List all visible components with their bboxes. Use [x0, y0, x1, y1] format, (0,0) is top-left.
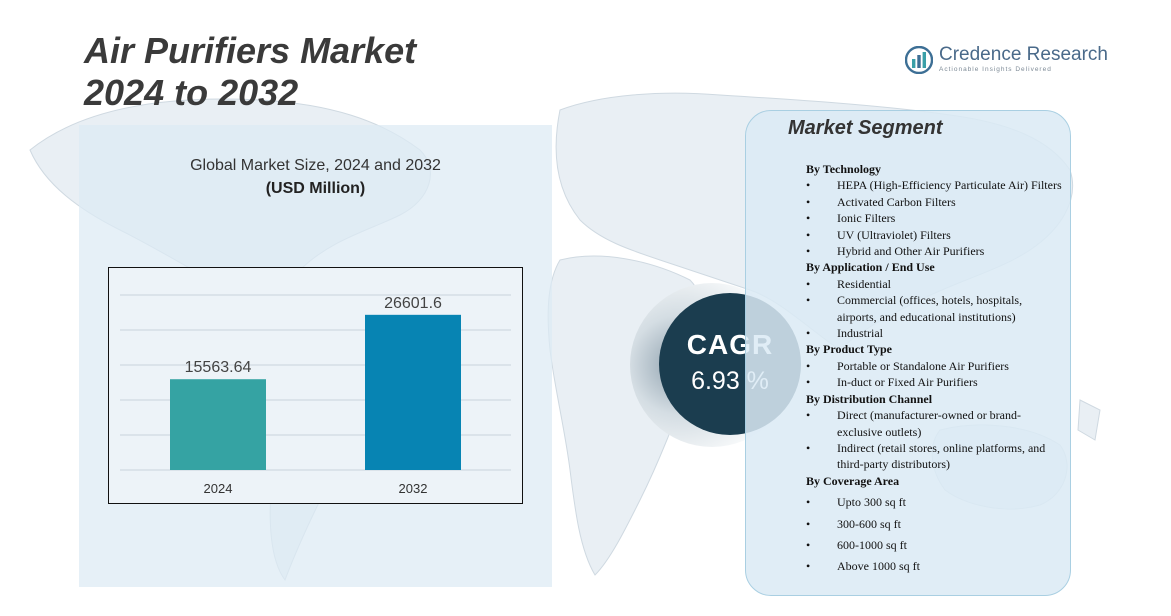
segment-item-text: Commercial (offices, hotels, hospitals, …: [837, 293, 1023, 324]
segment-item: • HEPA (High-Efficiency Particulate Air) …: [806, 177, 1064, 193]
segment-heading: Market Segment: [788, 117, 943, 139]
value-label-2032: 26601.6: [384, 295, 442, 312]
bullet-icon: •: [806, 276, 811, 291]
segment-item: • UV (Ultraviolet) Filters: [806, 227, 1064, 243]
page-title: Air Purifiers Market 2024 to 2032: [84, 30, 416, 114]
bullet-icon: •: [806, 178, 811, 193]
segment-item: • Indirect (retail stores, online platfor…: [806, 440, 1064, 473]
segment-item-text: 600-1000 sq ft: [837, 537, 907, 552]
bullet-icon: •: [806, 211, 811, 226]
logo-name: Credence Research: [939, 44, 1108, 65]
segment-item-text: Indirect (retail stores, online platform…: [837, 440, 1046, 472]
bullet-icon: •: [806, 358, 811, 373]
segment-item: • Residential: [806, 276, 1064, 292]
segment-item-text: UV (Ultraviolet) Filters: [837, 227, 951, 242]
segment-item: • Direct (manufacturer-owned or brand-exc…: [806, 407, 1064, 440]
segment-item-text: Above 1000 sq ft: [837, 559, 920, 574]
segment-item: • In-duct or Fixed Air Purifiers: [806, 374, 1064, 390]
segment-item: • Ionic Filters: [806, 210, 1064, 226]
bullet-icon: •: [806, 440, 811, 455]
segment-item: • Hybrid and Other Air Purifiers: [806, 243, 1064, 259]
bullet-icon: •: [806, 559, 811, 574]
logo-icon: [905, 46, 933, 74]
segment-item: • Industrial: [806, 325, 1064, 341]
segment-item-text: Ionic Filters: [837, 211, 896, 226]
bullet-icon: •: [806, 293, 811, 308]
segment-item: • Commercial (offices, hotels, hospitals,…: [806, 292, 1064, 325]
segment-category: By Coverage Area: [806, 473, 900, 488]
segment-item-text: 300-600 sq ft: [837, 516, 901, 531]
segment-item-text: In-duct or Fixed Air Purifiers: [837, 375, 978, 390]
segment-item-text: Hybrid and Other Air Purifiers: [837, 244, 985, 259]
segment-list: By Technology • HEPA (High-Efficiency Part…: [806, 161, 1064, 575]
chart-title: Global Market Size, 2024 and 2032: [190, 157, 441, 174]
bullet-icon: •: [806, 537, 811, 552]
segment-item-text: HEPA (High-Efficiency Particulate Air) F…: [837, 178, 1062, 193]
segment-item-text: Direct (manufacturer-owned or brand-excl…: [837, 408, 1022, 439]
segment-item: • Activated Carbon Filters: [806, 194, 1064, 210]
segment-category: By Application / End Use: [806, 260, 935, 275]
bar-chart: 15563.64 2024 26601.6 2032: [108, 267, 523, 504]
category-label-2032: 2032: [399, 481, 428, 496]
segment-item-text: Industrial: [837, 326, 883, 341]
bullet-icon: •: [806, 194, 811, 209]
bar-2032: [365, 314, 461, 470]
segment-item-text: Portable or Standalone Air Purifiers: [837, 358, 1009, 373]
bullet-icon: •: [806, 408, 811, 423]
segment-category: By Distribution Channel: [806, 391, 933, 406]
bullet-icon: •: [806, 375, 811, 390]
value-label-2024: 15563.64: [185, 359, 252, 376]
logo-tagline: Actionable Insights Delivered: [939, 66, 1052, 73]
segment-item: • 300-600 sq ft: [806, 516, 1064, 532]
segment-item: • Upto 300 sq ft: [806, 494, 1064, 510]
title-line-2: 2024 to 2032: [84, 72, 299, 113]
segment-item-text: Activated Carbon Filters: [837, 194, 956, 209]
segment-item: • Above 1000 sq ft: [806, 558, 1064, 574]
segment-item: • Portable or Standalone Air Purifiers: [806, 358, 1064, 374]
credence-research-logo: Credence Research Actionable Insights De…: [905, 44, 1108, 78]
bullet-icon: •: [806, 495, 811, 510]
bars: 15563.64 2024 26601.6 2032: [170, 295, 461, 496]
bullet-icon: •: [806, 227, 811, 242]
bar-2024: [170, 379, 266, 470]
segment-category: By Technology: [806, 162, 882, 176]
category-label-2024: 2024: [204, 481, 233, 496]
bullet-icon: •: [806, 326, 811, 341]
bullet-icon: •: [806, 244, 811, 259]
segment-item-text: Residential: [837, 276, 891, 291]
segment-category: By Product Type: [806, 342, 893, 357]
bullet-icon: •: [806, 516, 811, 531]
chart-unit: (USD Million): [265, 180, 366, 197]
segment-item: • 600-1000 sq ft: [806, 537, 1064, 553]
segment-item-text: Upto 300 sq ft: [837, 495, 906, 510]
market-segment-panel: Market Segment By Technology • HEPA (High-…: [745, 110, 1071, 596]
title-line-1: Air Purifiers Market: [84, 30, 417, 71]
